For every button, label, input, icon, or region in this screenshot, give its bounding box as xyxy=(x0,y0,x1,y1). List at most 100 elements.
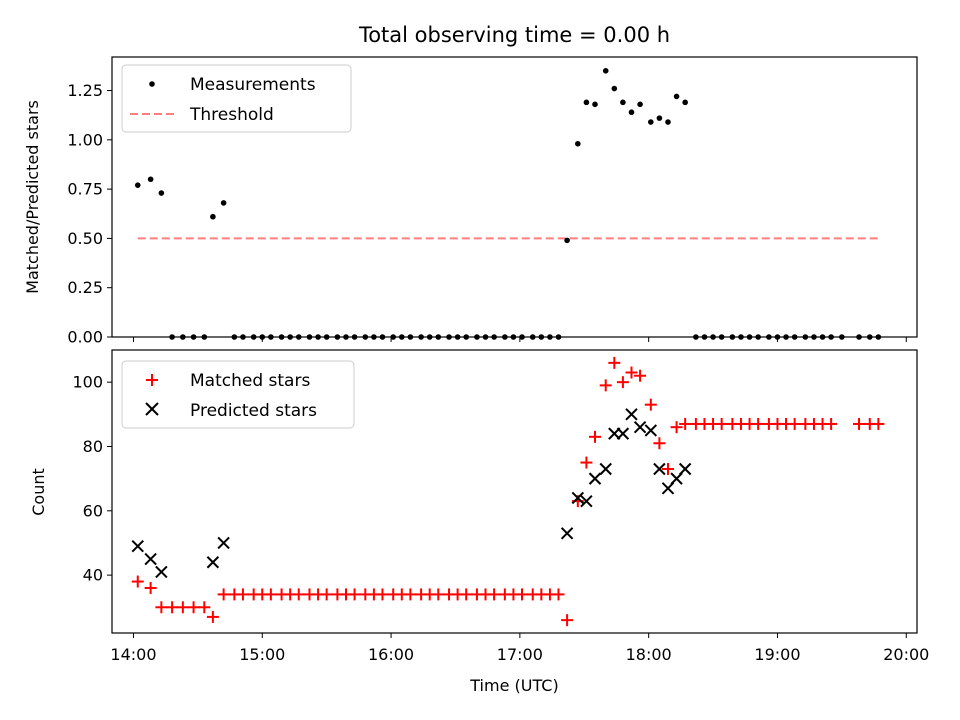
matched-star-point xyxy=(348,588,361,601)
measurement-point xyxy=(583,99,590,106)
x-tick-label: 15:00 xyxy=(239,645,285,664)
matched-star-point xyxy=(670,421,683,434)
matched-star-point xyxy=(404,588,417,601)
measurement-point xyxy=(611,85,618,92)
legend-label-measurements: Measurements xyxy=(190,75,316,95)
legend-label-predicted-stars: Predicted stars xyxy=(190,401,317,421)
measurement-point xyxy=(637,101,643,108)
matched-star-point xyxy=(679,417,692,430)
x-axis-label: Time (UTC) xyxy=(469,676,558,695)
measurement-point xyxy=(602,68,609,74)
top-y-tick-label: 0.25 xyxy=(67,278,103,297)
bottom-legend: Matched stars Predicted stars xyxy=(121,360,355,429)
matched-star-point xyxy=(625,366,638,379)
measurement-point xyxy=(673,93,680,100)
bottom-y-tick-label: 60 xyxy=(83,501,103,520)
chart-title: Total observing time = 0.00 h xyxy=(358,23,670,47)
matched-star-point xyxy=(176,601,189,614)
matched-star-point xyxy=(616,376,629,389)
measurement-point xyxy=(665,119,671,125)
x-tick-label: 19:00 xyxy=(754,645,800,664)
top-y-axis-label: Matched/Predicted stars xyxy=(23,100,42,294)
predicted-star-point xyxy=(599,462,612,476)
predicted-star-stroke xyxy=(580,494,593,508)
predicted-star-stroke xyxy=(653,462,666,476)
top-plot-frame xyxy=(111,56,918,338)
predicted-star-stroke xyxy=(599,462,612,476)
x-tick-label: 20:00 xyxy=(883,645,929,664)
matched-star-point xyxy=(236,588,249,601)
predicted-star-point xyxy=(678,462,692,476)
top-y-tick-label: 1.00 xyxy=(67,130,103,149)
predicted-star-stroke xyxy=(206,556,220,569)
matched-star-point xyxy=(460,588,473,601)
matched-star-point xyxy=(131,575,144,588)
x-tick-label: 18:00 xyxy=(626,645,672,664)
legend-label-matched-stars: Matched stars xyxy=(190,371,310,391)
matched-star-point xyxy=(292,588,305,601)
measurement-point xyxy=(620,99,626,106)
predicted-star-stroke xyxy=(560,527,574,540)
predicted-star-stroke xyxy=(644,424,658,437)
x-tick-label: 17:00 xyxy=(497,645,543,664)
predicted-star-point xyxy=(625,408,638,421)
top-y-tick-label: 0.00 xyxy=(67,328,103,347)
matched-star-point xyxy=(580,456,593,469)
top-y-tick-label: 1.25 xyxy=(67,81,103,100)
matched-star-point xyxy=(825,417,838,430)
measurement-point xyxy=(147,176,154,183)
legend-x-marker xyxy=(145,402,159,416)
x-tick-label: 16:00 xyxy=(368,645,414,664)
matched-star-point xyxy=(752,417,765,430)
x-tick-label: 14:00 xyxy=(110,645,156,664)
predicted-star-stroke xyxy=(144,552,157,566)
legend-plus-marker xyxy=(146,374,158,386)
top-legend: Measurements Threshold xyxy=(121,64,352,133)
matched-star-point xyxy=(516,588,529,601)
bottom-y-tick-label: 80 xyxy=(83,437,103,456)
matched-star-point xyxy=(217,588,230,601)
predicted-star-point xyxy=(155,565,168,579)
predicted-star-stroke xyxy=(131,539,144,553)
matched-star-point xyxy=(432,588,445,601)
measurement-point xyxy=(158,190,165,196)
matched-star-point xyxy=(552,588,565,601)
matched-star-point xyxy=(376,588,389,601)
matched-star-point xyxy=(187,601,200,614)
measurement-point xyxy=(648,119,654,125)
matched-star-point xyxy=(788,417,801,430)
bottom-y-tick-label: 40 xyxy=(83,566,103,585)
predicted-star-point xyxy=(616,427,630,440)
matched-star-point xyxy=(206,610,219,623)
measurement-point xyxy=(656,115,663,121)
matched-star-point xyxy=(661,462,674,475)
matched-star-point xyxy=(561,614,574,627)
top-y-tick-label: 0.50 xyxy=(67,229,103,248)
measurement-point xyxy=(210,213,216,220)
bottom-y-axis-label: Count xyxy=(29,468,48,516)
predicted-star-point xyxy=(588,472,602,485)
top-y-tick-label: 0.75 xyxy=(67,180,103,199)
predicted-star-point xyxy=(580,494,593,508)
matched-star-point xyxy=(166,601,179,614)
matched-star-point xyxy=(715,417,728,430)
predicted-star-point xyxy=(571,491,585,505)
matched-star-point xyxy=(144,581,157,594)
predicted-star-stroke xyxy=(678,462,692,476)
matched-star-point xyxy=(608,356,621,369)
matched-star-point xyxy=(198,601,211,614)
measurement-point xyxy=(628,109,635,116)
matched-star-point xyxy=(264,588,277,601)
bottom-plot-panel: 40 60 80 100 14:00 15:00 16:00 17:00 18:00 19:00 2… xyxy=(72,356,929,664)
predicted-star-point xyxy=(653,462,666,476)
matched-star-point xyxy=(644,398,657,411)
top-plot-panel: 0.00 0.25 0.50 0.75 1.00 1.25 xyxy=(67,68,907,347)
bottom-legend-box xyxy=(121,360,355,429)
predicted-star-point xyxy=(633,420,647,434)
measurement-point xyxy=(682,99,688,106)
measurement-point xyxy=(564,237,570,244)
predicted-star-point xyxy=(206,556,220,569)
measurement-point xyxy=(220,200,227,206)
measurement-point xyxy=(134,182,141,188)
